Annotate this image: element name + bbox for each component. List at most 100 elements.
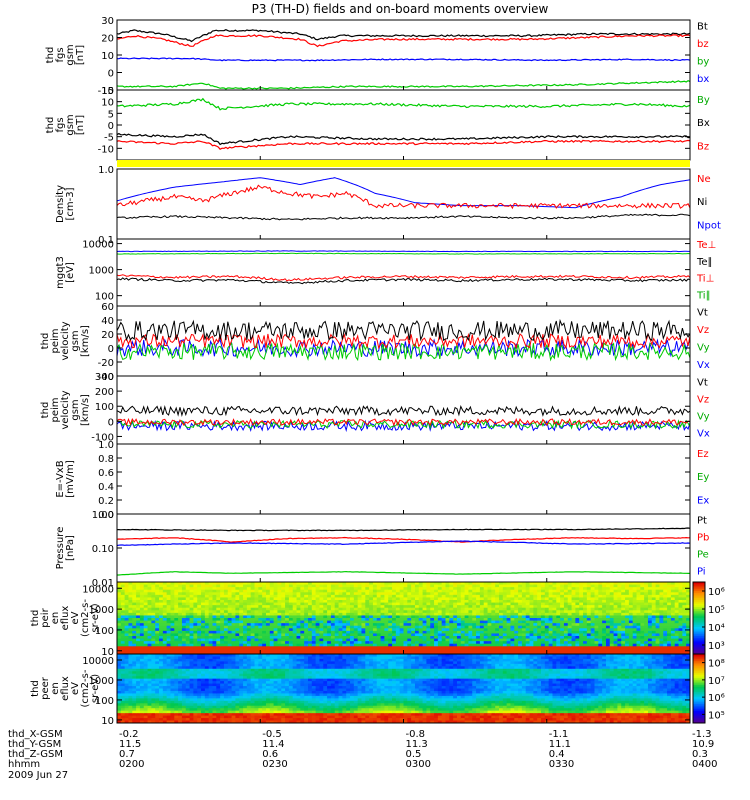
spectro-cell: [548, 612, 554, 617]
spectro-cell: [476, 648, 481, 653]
spectro-cell: [678, 589, 683, 593]
spectro-cell: [162, 582, 168, 586]
legend-entry: Vx: [697, 428, 710, 439]
spectro-cell: [411, 643, 416, 647]
spectro-cell: [346, 600, 351, 604]
spectro-cell: [506, 636, 512, 640]
spectro-cell: [399, 615, 405, 619]
spectro-cell: [430, 597, 435, 601]
spectro-cell: [361, 623, 366, 627]
spectro-cell: [166, 688, 172, 692]
spectro-cell: [212, 618, 217, 622]
spectro-cell: [235, 600, 240, 604]
spectro-cell: [636, 589, 641, 593]
spectro-cell: [380, 610, 385, 614]
legend-entry: Ez: [697, 449, 709, 460]
spectro-cell: [277, 587, 282, 591]
spectro-cell: [453, 615, 458, 619]
spectro-cell: [143, 643, 149, 647]
spectro-cell: [174, 643, 179, 647]
spectro-cell: [334, 630, 340, 635]
spectro-cell: [640, 638, 645, 642]
spectro-cell: [430, 594, 435, 599]
spectro-cell: [174, 676, 179, 680]
spectro-cell: [128, 654, 133, 658]
spectro-cell: [151, 648, 156, 653]
spectro-cell: [644, 620, 649, 624]
spectro-cell: [185, 618, 191, 622]
spectro-cell: [437, 625, 443, 629]
spectro-cell: [479, 584, 485, 588]
spectro-cell: [223, 610, 229, 614]
spectro-cell: [453, 610, 458, 614]
spectro-cell: [239, 584, 244, 588]
spectro-cell: [120, 708, 126, 712]
spectro-cell: [499, 628, 504, 632]
spectro-cell: [647, 643, 653, 647]
spectro-cell: [189, 625, 194, 629]
spectro-cell: [159, 705, 164, 709]
spectro-cell: [166, 636, 172, 640]
spectro-cell: [193, 638, 198, 642]
spectro-cell: [411, 600, 416, 604]
spectro-cell: [319, 597, 324, 601]
spectro-cell: [139, 700, 145, 704]
spectro-cell: [594, 628, 599, 632]
spectro-cell: [548, 582, 554, 586]
spectro-cell: [430, 628, 435, 632]
spectro-cell: [426, 628, 431, 632]
spectro-cell: [395, 643, 401, 647]
spectro-cell: [227, 648, 233, 653]
spectro-cell: [174, 594, 179, 599]
spectro-cell: [506, 651, 512, 654]
spectro-cell: [288, 602, 294, 606]
spectro-cell: [292, 589, 298, 593]
spectro-cell: [434, 610, 439, 614]
spectro-cell: [281, 620, 286, 624]
spectro-cell: [563, 618, 569, 622]
spectro-cell: [132, 705, 137, 709]
spectro-cell: [548, 600, 554, 604]
spectro-cell: [548, 602, 554, 606]
spectro-cell: [483, 607, 489, 611]
spectro-cell: [434, 597, 439, 601]
spectro-cell: [499, 615, 504, 619]
spectro-cell: [147, 607, 152, 611]
spectro-cell: [483, 592, 489, 596]
spectro-cell: [254, 636, 259, 640]
spectro-cell: [655, 648, 661, 653]
spectro-cell: [483, 651, 489, 654]
spectro-cell: [399, 612, 405, 617]
spectro-cell: [300, 612, 305, 617]
spectro-cell: [117, 720, 122, 723]
colorbar-cell: [693, 652, 705, 655]
spectro-cell: [365, 587, 370, 591]
spectro-cell: [533, 636, 538, 640]
spectro-cell: [449, 625, 454, 629]
spectro-cell: [670, 623, 676, 627]
spectro-cell: [636, 633, 641, 637]
spectro-cell: [674, 625, 680, 629]
spectro-cell: [647, 641, 653, 645]
spectro-cell: [346, 636, 351, 640]
spectro-cell: [449, 643, 454, 647]
spectro-cell: [422, 638, 428, 642]
spectro-cell: [204, 610, 210, 614]
spectro-cell: [617, 589, 622, 593]
spectro-cell: [139, 651, 145, 654]
spectro-cell: [265, 607, 271, 611]
spectro-cell: [136, 594, 141, 599]
spectro-cell: [518, 594, 523, 599]
spectro-cell: [308, 594, 313, 599]
spectro-cell: [243, 584, 248, 588]
spectro-cell: [342, 651, 347, 654]
spectro-cell: [617, 605, 622, 609]
spectro-cell: [579, 597, 584, 601]
spectro-cell: [437, 592, 443, 596]
spectro-cell: [334, 610, 340, 614]
spectro-cell: [491, 587, 496, 591]
spectro-cell: [193, 584, 198, 588]
spectro-cell: [254, 612, 259, 617]
spectro-cell: [567, 618, 573, 622]
spectro-cell: [254, 610, 259, 614]
